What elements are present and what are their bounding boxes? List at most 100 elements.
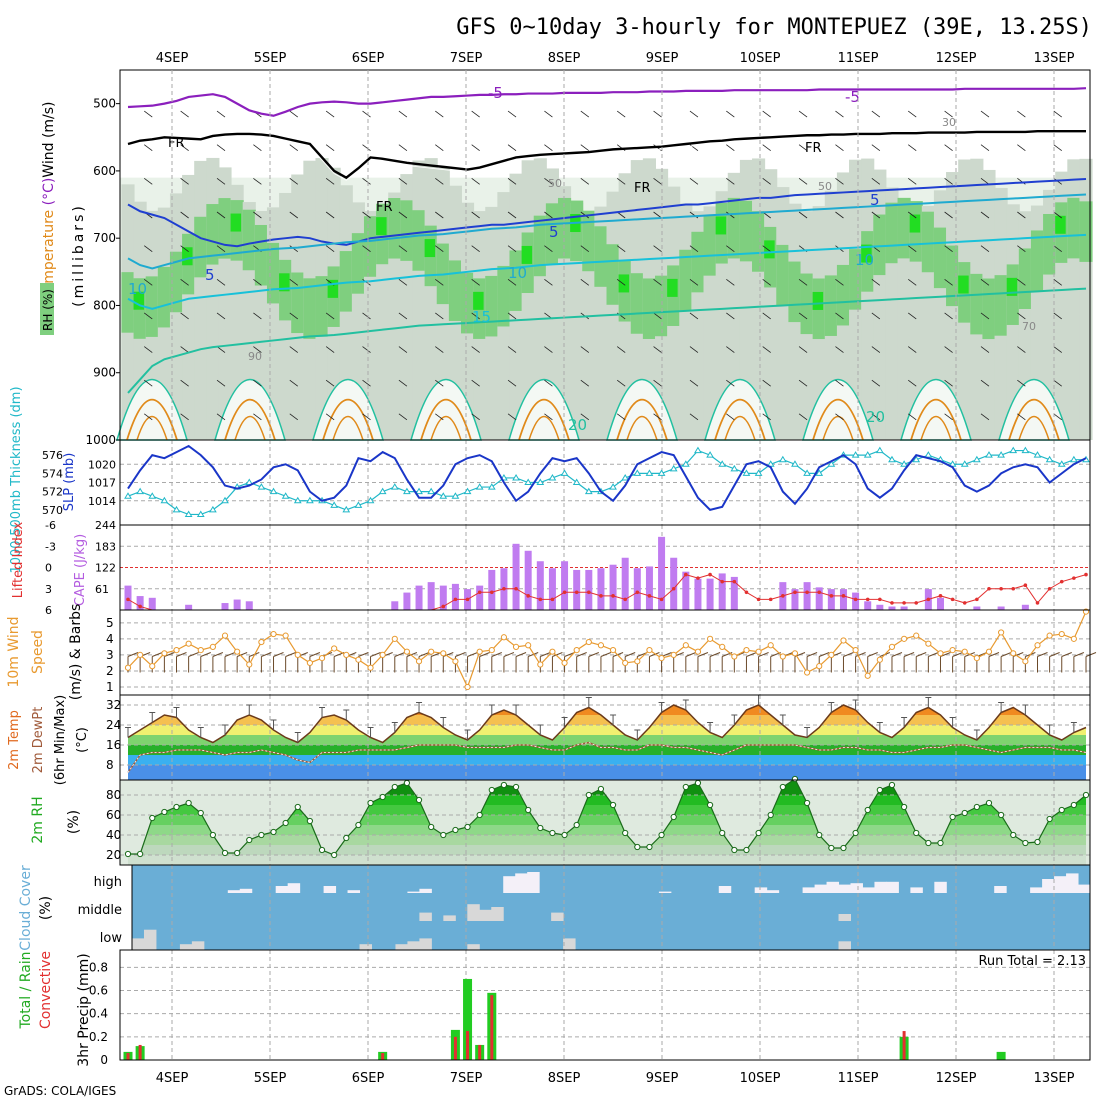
thickness-marker	[815, 469, 824, 476]
wind-barb	[398, 144, 408, 152]
wind-speed-marker	[391, 635, 398, 642]
wind-speed-marker	[670, 651, 677, 659]
wind-barb	[544, 144, 553, 152]
wind-barb	[1053, 110, 1062, 118]
wind-barb	[289, 211, 299, 219]
rh-label: 30	[942, 116, 956, 129]
rh-marker	[525, 806, 532, 814]
cloud-bar	[491, 907, 504, 921]
rh-marker	[537, 824, 544, 832]
wind-tick: 4	[106, 632, 114, 646]
wind-barb	[362, 144, 371, 152]
wind-barb	[1017, 346, 1026, 353]
thickness-marker	[403, 487, 411, 495]
cape-bar	[573, 569, 581, 610]
wind-barb	[871, 211, 881, 219]
wind-barb	[1053, 312, 1062, 320]
wind-barb	[616, 178, 626, 185]
wind-barb	[398, 379, 408, 387]
wind-barb	[835, 312, 844, 320]
date-label-top: 10SEP	[740, 51, 781, 66]
cape-bar	[973, 606, 981, 610]
wind-barb	[835, 413, 844, 421]
temp-band	[128, 725, 1086, 735]
wind-speed-marker	[234, 648, 241, 655]
cape-bar	[718, 573, 726, 610]
rh-shade-high	[327, 279, 339, 298]
date-label-top: 6SEP	[352, 51, 385, 66]
wind-barb	[580, 413, 590, 421]
rh-shade-90	[412, 210, 426, 271]
wind-barb-10m	[697, 652, 709, 657]
li-marker	[817, 590, 822, 595]
isotherm-minus5	[127, 87, 1087, 117]
wind-speed-marker	[634, 658, 641, 665]
wind-barb	[835, 144, 844, 152]
rh-shade-high	[812, 291, 824, 310]
wind-speed-marker	[1010, 650, 1017, 657]
thickness-marker	[427, 487, 436, 495]
thickness-marker	[875, 446, 884, 454]
cape-bar	[791, 589, 799, 610]
cape-bar	[839, 589, 847, 610]
rh-marker	[1034, 838, 1041, 846]
date-label-bottom: 7SEP	[450, 1071, 483, 1086]
thickness-marker	[694, 446, 702, 454]
thickness-marker	[681, 460, 690, 467]
wind-barb	[544, 413, 553, 421]
temp-band	[128, 735, 1086, 745]
wind-barb	[726, 178, 735, 185]
rh-shade-90	[460, 272, 475, 334]
wind-barb-10m	[236, 652, 248, 657]
isotherm-10	[127, 193, 1087, 270]
thickness-marker	[1009, 446, 1018, 454]
wind-barb	[689, 110, 699, 118]
cape-bar	[427, 582, 435, 610]
wind-speed-marker	[452, 658, 459, 665]
thickness-marker	[560, 469, 569, 476]
dewpt-line-dash	[127, 742, 1087, 773]
wind-barb	[180, 413, 189, 421]
wind-barb	[653, 413, 662, 421]
wind-speed-marker	[937, 650, 944, 657]
wind-barb	[762, 379, 771, 387]
wind-barb-10m	[491, 652, 502, 657]
wind-barb	[507, 346, 517, 353]
rh-marker	[415, 796, 423, 804]
wind-speed-marker	[379, 651, 386, 659]
rh-band	[128, 805, 1086, 815]
wind-barb	[180, 346, 189, 353]
wind-barb	[471, 312, 480, 320]
rh-shade-90	[145, 276, 159, 337]
thickness-marker	[415, 487, 423, 495]
thickness-marker	[960, 460, 969, 467]
wind-barb-10m	[358, 652, 369, 657]
wind-barb	[216, 413, 226, 421]
cape-bar	[852, 592, 860, 610]
wind-barb	[507, 110, 517, 118]
rh-marker	[840, 844, 847, 852]
thickness-marker	[148, 492, 157, 499]
bl-hump	[312, 378, 384, 441]
rh-band	[128, 835, 1086, 845]
wind-speed-marker	[803, 669, 811, 676]
cape-bar	[524, 550, 532, 610]
rh-shade-90	[691, 231, 705, 293]
rh-marker	[549, 829, 556, 837]
wind-barb	[507, 379, 517, 387]
wind-barb	[253, 312, 262, 320]
li-marker	[865, 597, 870, 602]
wind-speed-marker	[1046, 632, 1053, 639]
precip-conv-bar	[490, 995, 494, 1060]
wind-barb-10m	[152, 652, 163, 657]
wind-barb	[798, 312, 808, 320]
rh-shade-high	[958, 275, 969, 294]
rh-shade-90	[315, 276, 329, 337]
cape-bar	[585, 569, 593, 610]
wind-speed-marker	[367, 664, 374, 671]
li-marker	[465, 597, 470, 602]
rh-shade-90	[1079, 201, 1093, 262]
rh-marker	[755, 829, 762, 837]
wind-barb	[216, 245, 226, 252]
wind-barb-10m	[309, 652, 321, 657]
